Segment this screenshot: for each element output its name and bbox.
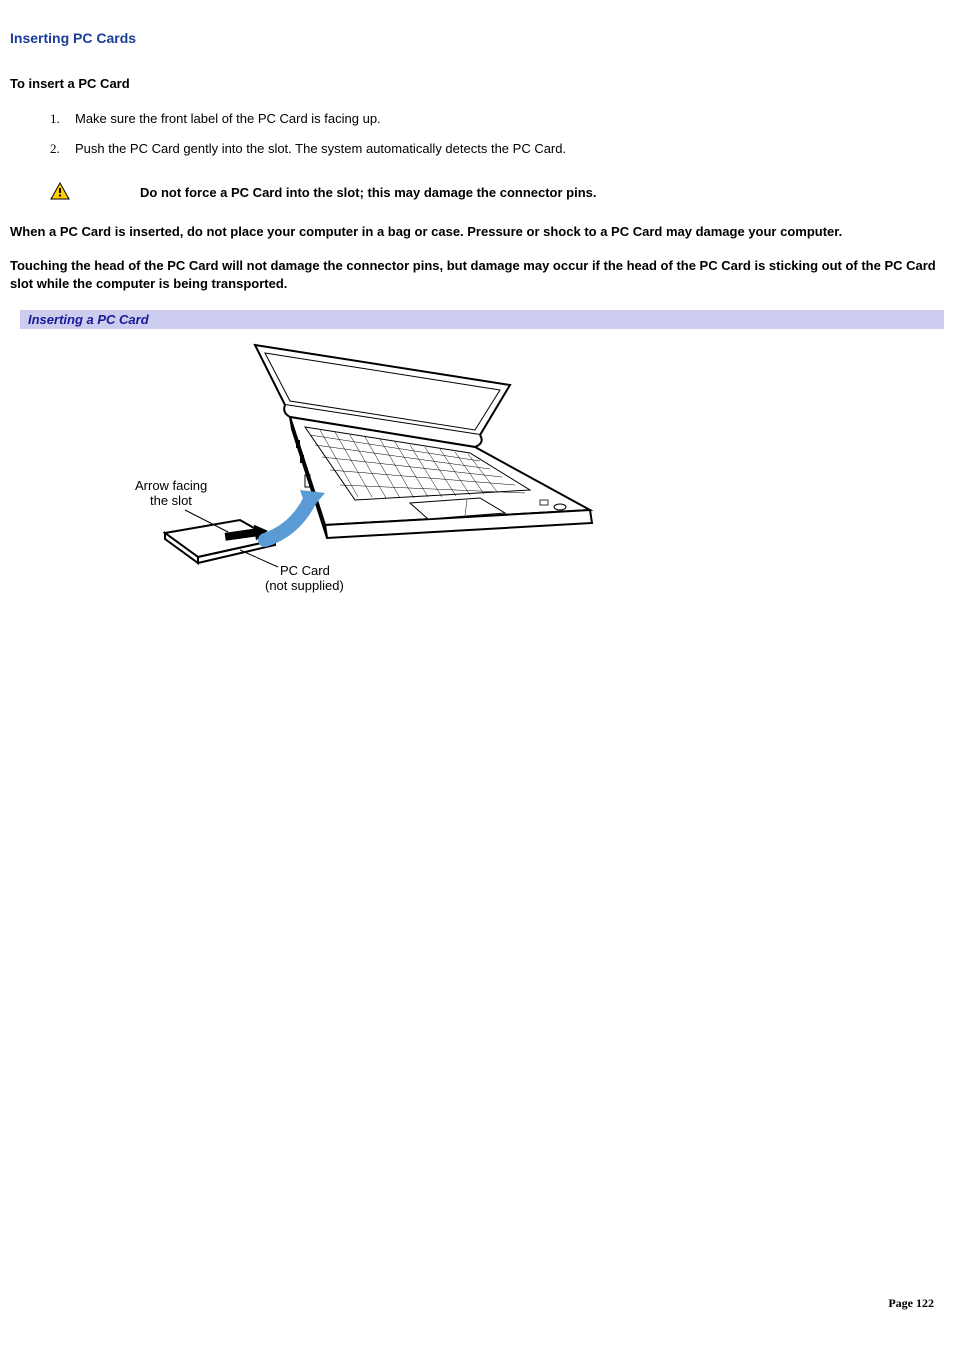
figure-caption: Inserting a PC Card [20,310,944,329]
label-pc-card: PC Card (not supplied) [240,550,344,593]
figure-illustration: Arrow facing the slot PC Card (not suppl… [110,335,944,608]
list-item: 1. Make sure the front label of the PC C… [50,111,944,127]
bold-paragraph: Touching the head of the PC Card will no… [10,257,944,293]
list-text: Make sure the front label of the PC Card… [75,111,381,127]
warning-icon [50,182,70,203]
list-number: 1. [50,111,75,127]
section-subtitle: To insert a PC Card [10,76,944,91]
list-text: Push the PC Card gently into the slot. T… [75,141,566,157]
warning-text: Do not force a PC Card into the slot; th… [140,185,597,200]
svg-text:Arrow facing: Arrow facing [135,478,207,493]
svg-text:the slot: the slot [150,493,192,508]
page-title: Inserting PC Cards [10,30,944,46]
instruction-list: 1. Make sure the front label of the PC C… [50,111,944,157]
svg-text:PC Card: PC Card [280,563,330,578]
warning-callout: Do not force a PC Card into the slot; th… [10,182,944,203]
insertion-arrow [265,490,325,540]
svg-text:(not supplied): (not supplied) [265,578,344,593]
bold-paragraph: When a PC Card is inserted, do not place… [10,223,944,241]
page-footer: Page 122 [888,1296,934,1311]
list-item: 2. Push the PC Card gently into the slot… [50,141,944,157]
list-number: 2. [50,141,75,157]
